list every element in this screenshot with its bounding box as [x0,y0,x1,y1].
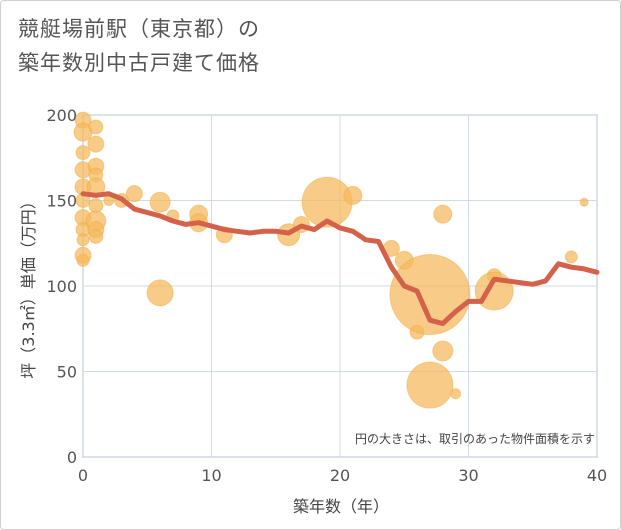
y-tick-label: 50 [57,363,77,382]
bubble-point [76,233,90,247]
x-axis-label: 築年数（年） [293,497,389,516]
bubble-point [433,204,453,224]
title-line-2: 築年数別中古戸建て価格 [18,51,260,75]
bubble-point [146,279,174,307]
bubble-point [149,191,171,213]
y-tick-label: 0 [67,448,77,467]
bubble-point [125,185,143,203]
bubble-point [432,340,454,362]
bubble-point [343,185,363,205]
y-tick-label: 150 [46,192,77,211]
bubble-point [564,250,578,264]
x-tick-label: 0 [78,466,88,485]
bubble-point [88,119,104,135]
average-price-line [80,191,600,327]
bubble-point [76,253,90,267]
y-axis-label: 坪（3.3㎡）単価（万円） [19,193,38,378]
bubble-point [75,145,91,161]
x-tick-label: 10 [201,466,221,485]
title-line-1: 競艇場前駅（東京都）の [18,17,260,41]
x-axis-ticks: 0 10 20 30 40 [78,466,607,485]
bubble-point [87,135,105,153]
size-annotation: 円の大きさは、取引のあった物件面積を示す [355,431,595,446]
bubble-point [88,228,104,244]
bubble-point [450,388,462,400]
x-tick-label: 20 [330,466,350,485]
bubble-point [579,197,589,207]
y-tick-label: 100 [46,277,77,296]
x-tick-label: 40 [587,466,607,485]
bubble-point [406,361,454,409]
chart-title: 競艇場前駅（東京都）の 築年数別中古戸建て価格 [18,12,260,80]
y-tick-label: 200 [46,106,77,125]
y-axis-ticks: 0 50 100 150 200 [46,106,77,467]
x-tick-label: 30 [458,466,478,485]
